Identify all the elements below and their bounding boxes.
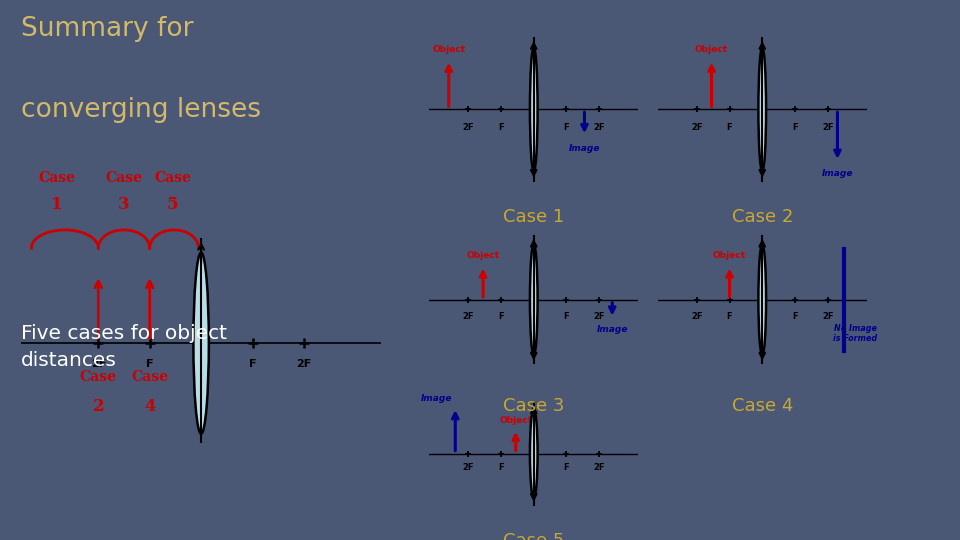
Text: F: F (792, 123, 798, 132)
Text: 2F: 2F (822, 123, 833, 132)
Text: Object: Object (713, 252, 746, 260)
Text: F: F (564, 123, 569, 132)
Text: Case: Case (132, 370, 168, 384)
Text: Image: Image (420, 394, 452, 403)
Text: 2F: 2F (463, 123, 474, 132)
Text: Case: Case (155, 171, 191, 185)
Text: Case 5: Case 5 (503, 532, 564, 540)
Text: Image: Image (568, 144, 600, 153)
Text: 3: 3 (118, 197, 130, 213)
Text: F: F (498, 312, 504, 321)
Text: F: F (727, 312, 732, 321)
Text: F: F (498, 123, 504, 132)
Text: 2F: 2F (90, 360, 106, 369)
Text: Object: Object (432, 45, 466, 54)
Text: Case 3: Case 3 (503, 397, 564, 415)
Text: 5: 5 (167, 197, 179, 213)
Ellipse shape (758, 48, 766, 171)
Ellipse shape (758, 244, 766, 355)
Text: Image: Image (822, 170, 853, 178)
Text: Five cases for object
distances: Five cases for object distances (21, 324, 228, 369)
Text: No Image
is Formed: No Image is Formed (833, 323, 877, 343)
Text: F: F (249, 360, 256, 369)
Text: converging lenses: converging lenses (21, 97, 261, 123)
Text: 2F: 2F (691, 123, 703, 132)
Text: 2F: 2F (593, 123, 605, 132)
Text: 2F: 2F (463, 463, 474, 472)
Ellipse shape (530, 244, 538, 355)
Text: 2F: 2F (593, 312, 605, 321)
Text: 2: 2 (92, 397, 104, 415)
Text: Case 1: Case 1 (503, 208, 564, 226)
Text: 2F: 2F (297, 360, 312, 369)
Text: Case: Case (80, 370, 117, 384)
Text: 1: 1 (52, 197, 62, 213)
Text: F: F (564, 463, 569, 472)
Text: Case: Case (38, 171, 76, 185)
Text: Summary for: Summary for (21, 16, 194, 42)
Text: Image: Image (596, 325, 628, 334)
Text: F: F (727, 123, 732, 132)
Ellipse shape (530, 409, 538, 498)
Text: 2F: 2F (822, 312, 833, 321)
Text: Object: Object (695, 45, 728, 54)
Text: 4: 4 (144, 397, 156, 415)
Ellipse shape (193, 253, 209, 434)
Text: 2F: 2F (463, 312, 474, 321)
Text: Object: Object (467, 252, 499, 260)
Ellipse shape (530, 48, 538, 171)
Text: Object: Object (499, 416, 533, 425)
Text: 2F: 2F (593, 463, 605, 472)
Text: F: F (146, 360, 154, 369)
Text: Case 2: Case 2 (732, 208, 793, 226)
Text: 2F: 2F (691, 312, 703, 321)
Text: Case: Case (106, 171, 142, 185)
Text: F: F (498, 463, 504, 472)
Text: F: F (792, 312, 798, 321)
Text: Case 4: Case 4 (732, 397, 793, 415)
Text: F: F (564, 312, 569, 321)
